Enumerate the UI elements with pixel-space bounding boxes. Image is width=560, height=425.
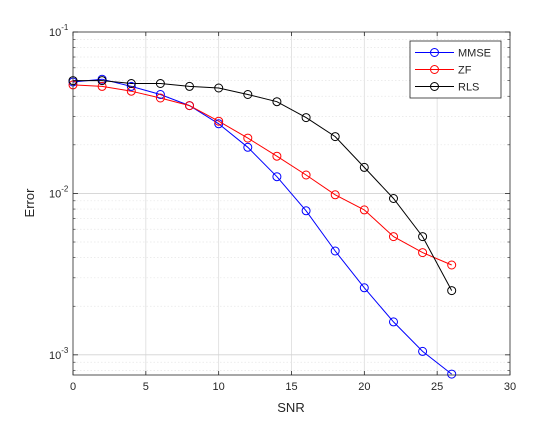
data-point-mmse	[418, 346, 428, 356]
x-tick-label: 25	[431, 381, 443, 393]
x-tick-label: 15	[285, 381, 297, 393]
data-point-zf	[214, 116, 224, 126]
data-point-mmse	[155, 90, 165, 99]
legend-label-mmse: MMSE	[458, 48, 491, 60]
data-point-rls	[185, 81, 194, 91]
x-tick-label: 10	[213, 381, 225, 393]
x-tick-label: 5	[143, 381, 149, 393]
data-point-rls	[272, 97, 282, 107]
series-line-mmse	[72, 78, 453, 375]
legend: MMSE ZF RLS	[409, 40, 502, 99]
data-point-mmse	[389, 317, 398, 327]
data-point-rls	[330, 132, 340, 142]
y-tick-label: 10-2	[49, 184, 69, 200]
y-tick-labels: 10-3 10-2 10-1	[49, 23, 69, 362]
data-point-rls	[359, 162, 369, 172]
data-point-mmse	[243, 142, 253, 152]
x-axis-label: SNR	[277, 400, 304, 415]
data-point-zf	[185, 101, 194, 111]
data-point-zf	[389, 232, 398, 242]
legend-marker-zf	[430, 65, 439, 74]
legend-label-zf: ZF	[458, 65, 472, 77]
data-point-mmse	[359, 283, 369, 293]
data-point-zf	[418, 248, 428, 258]
grid-lines	[73, 32, 510, 375]
data-point-rls	[155, 79, 165, 88]
data-point-zf	[447, 260, 457, 270]
y-tick-label: 10-3	[49, 346, 69, 362]
legend-label-rls: RLS	[458, 82, 479, 94]
series-line-rls	[73, 80, 453, 291]
data-point-rls	[389, 194, 398, 203]
x-tick-label: 0	[70, 381, 76, 393]
data-point-rls	[97, 76, 107, 86]
data-point-rls	[447, 286, 457, 296]
legend-box	[409, 40, 502, 99]
legend-marker-rls	[430, 82, 439, 91]
data-point-mmse	[214, 119, 224, 129]
axis-ticks	[72, 31, 511, 375]
series-lines	[72, 78, 453, 375]
y-axis-label: Error	[22, 188, 37, 218]
data-point-rls	[301, 113, 311, 123]
x-tick-label: 30	[504, 381, 516, 393]
data-point-mmse	[272, 172, 282, 182]
data-point-mmse	[301, 206, 311, 216]
data-point-zf	[155, 93, 165, 103]
y-tick-label: 10-1	[49, 23, 69, 39]
series-line-zf	[72, 84, 452, 266]
data-point-zf	[330, 190, 340, 200]
data-point-zf	[243, 133, 253, 143]
data-point-zf	[359, 205, 369, 215]
data-point-rls	[243, 90, 253, 99]
legend-marker-mmse	[430, 48, 439, 57]
data-point-mmse	[447, 369, 457, 379]
data-point-zf	[272, 151, 282, 161]
x-tick-labels: 0 5 10 15 20 25 30	[70, 381, 516, 393]
x-tick-label: 20	[358, 381, 370, 393]
data-point-zf	[301, 170, 311, 180]
data-point-rls	[214, 83, 224, 93]
data-point-zf	[97, 81, 107, 91]
data-point-rls	[418, 232, 428, 242]
data-point-mmse	[330, 246, 340, 256]
data-point-rls	[126, 79, 136, 88]
data-point-mmse	[126, 81, 136, 91]
